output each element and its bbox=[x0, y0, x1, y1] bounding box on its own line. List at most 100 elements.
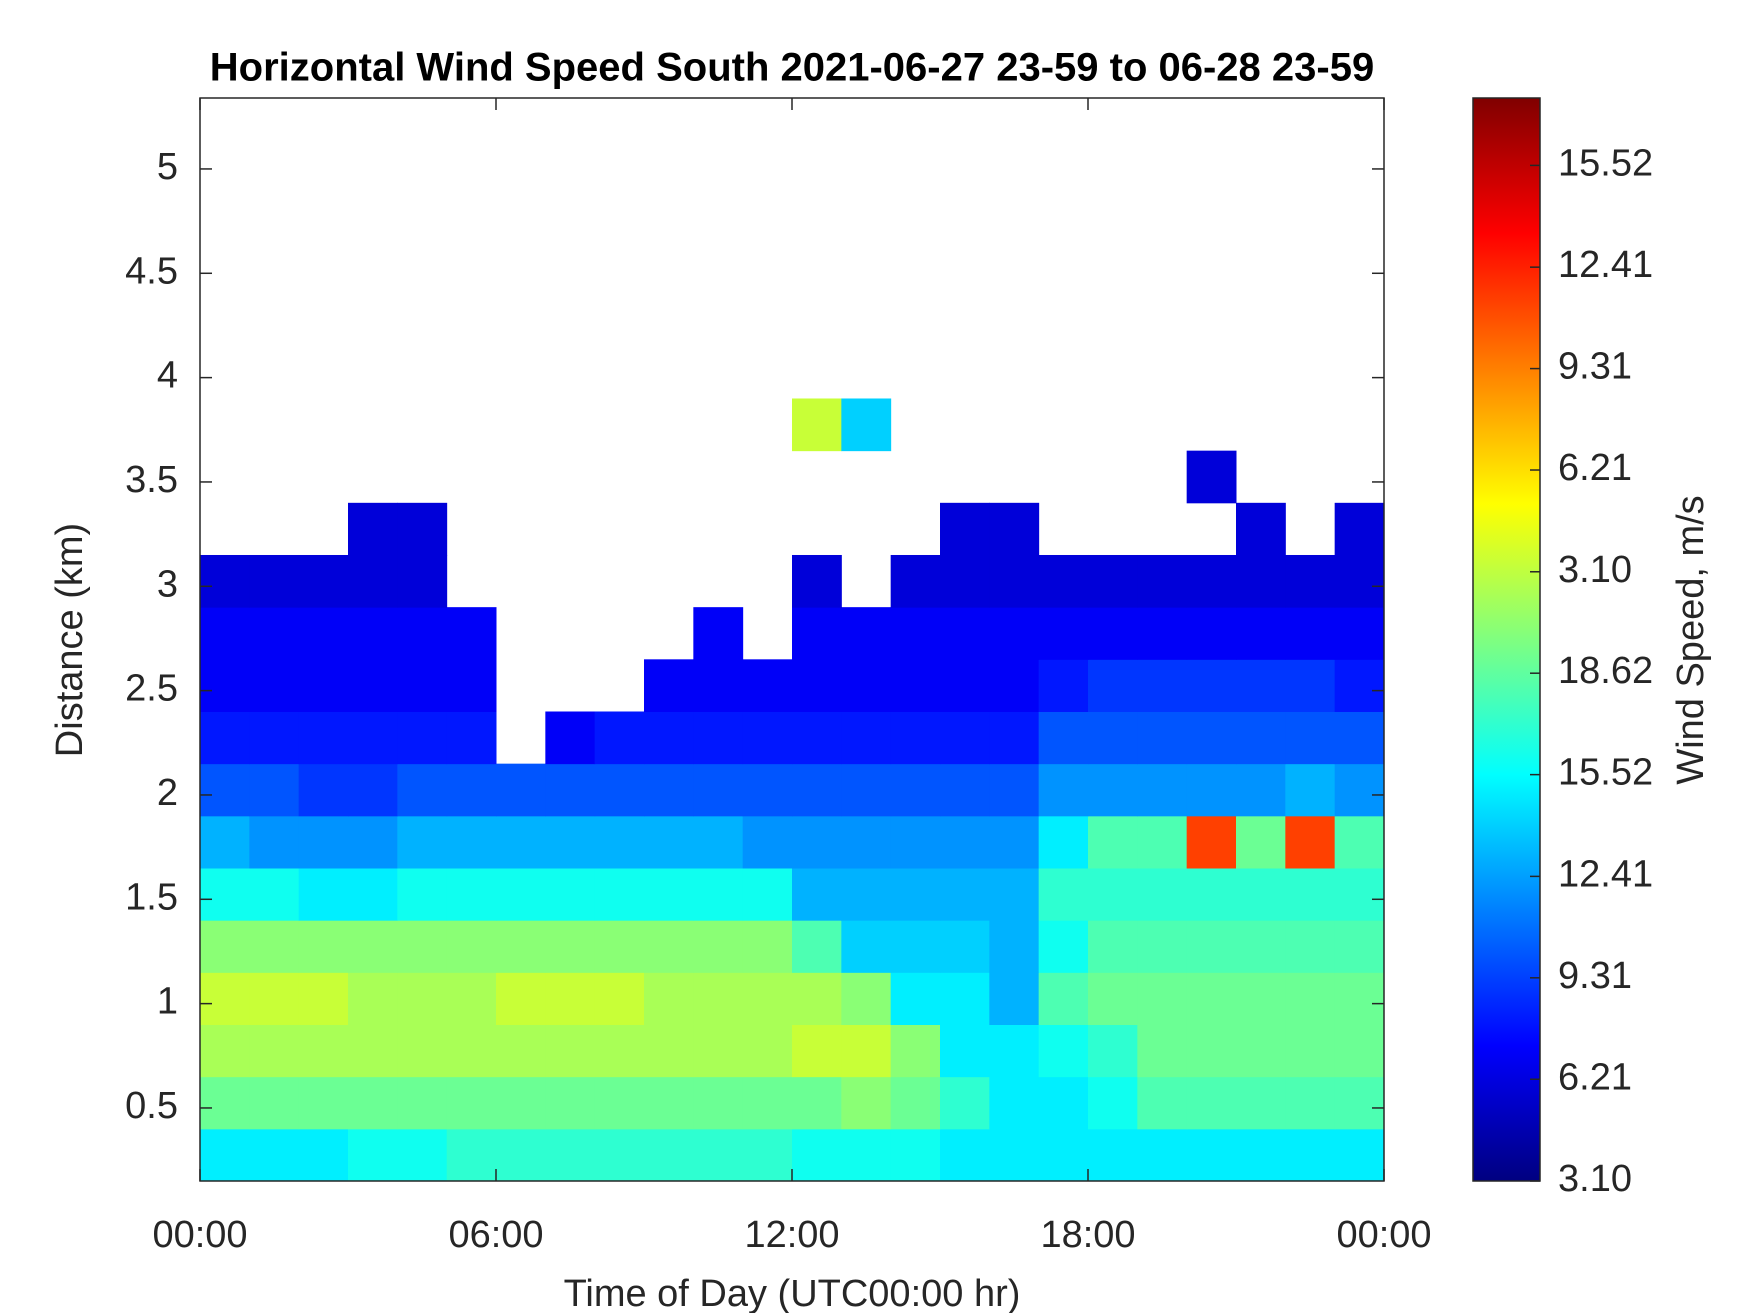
heat-cell bbox=[200, 1076, 250, 1130]
x-tick-label: 18:00 bbox=[1040, 1214, 1135, 1256]
heat-cell bbox=[792, 763, 842, 817]
heat-cell bbox=[841, 972, 892, 1025]
heat-cell bbox=[298, 972, 349, 1025]
heat-cell bbox=[693, 659, 744, 712]
heat-cell bbox=[594, 763, 645, 817]
heat-cell bbox=[1088, 711, 1138, 765]
heat-cell bbox=[1236, 1076, 1286, 1130]
heat-cell bbox=[792, 711, 842, 765]
heat-cell bbox=[940, 867, 990, 921]
heat-cell bbox=[792, 867, 842, 921]
heat-cell bbox=[545, 972, 596, 1025]
heat-cell bbox=[1186, 763, 1237, 817]
heat-cell bbox=[200, 867, 250, 921]
heat-cell bbox=[298, 815, 349, 869]
heat-cell bbox=[298, 920, 349, 973]
heat-cell bbox=[1186, 1024, 1237, 1078]
heat-cell bbox=[446, 1128, 497, 1182]
heat-cell bbox=[1038, 1024, 1089, 1078]
heat-cell bbox=[1334, 1128, 1385, 1182]
heat-cell bbox=[200, 972, 250, 1025]
heat-cell bbox=[940, 659, 990, 712]
heat-cell bbox=[1285, 607, 1336, 660]
heat-cell bbox=[496, 1024, 546, 1078]
heat-cell bbox=[742, 972, 793, 1025]
heat-cell bbox=[348, 920, 398, 973]
heat-cell bbox=[298, 867, 349, 921]
heat-cell bbox=[249, 1076, 300, 1130]
heat-cell bbox=[1088, 972, 1138, 1025]
chart-title: Horizontal Wind Speed South 2021-06-27 2… bbox=[210, 46, 1374, 90]
heat-cell bbox=[348, 763, 398, 817]
heat-cell bbox=[200, 815, 250, 869]
heat-cell bbox=[1137, 1024, 1188, 1078]
heat-cell bbox=[496, 867, 546, 921]
y-tick-label: 4 bbox=[157, 355, 178, 397]
heat-cell bbox=[594, 1024, 645, 1078]
heat-cell bbox=[792, 607, 842, 660]
heat-cell bbox=[298, 554, 349, 608]
heat-cell bbox=[1236, 502, 1286, 556]
heat-cell bbox=[693, 1024, 744, 1078]
heat-cell bbox=[940, 1128, 990, 1182]
heat-cell bbox=[644, 1128, 694, 1182]
heat-cell bbox=[1285, 1128, 1336, 1182]
heat-cell bbox=[1038, 1128, 1089, 1182]
y-tick-label: 1.5 bbox=[125, 876, 178, 918]
heat-cell bbox=[1236, 1128, 1286, 1182]
heat-cell bbox=[644, 763, 694, 817]
heat-cell bbox=[742, 920, 793, 973]
heat-cell bbox=[890, 607, 941, 660]
heat-cell bbox=[841, 711, 892, 765]
y-tick-label: 1 bbox=[157, 981, 178, 1023]
heat-cell bbox=[1236, 920, 1286, 973]
colorbar-tick-label: 9.31 bbox=[1558, 346, 1632, 388]
heat-cell bbox=[1088, 920, 1138, 973]
heat-cell bbox=[348, 1024, 398, 1078]
heat-cell bbox=[1285, 763, 1336, 817]
heat-cell bbox=[940, 815, 990, 869]
heat-cell bbox=[1186, 815, 1237, 869]
heat-cell bbox=[693, 1128, 744, 1182]
heat-cell bbox=[1186, 1076, 1237, 1130]
heat-cell bbox=[1334, 1076, 1385, 1130]
heat-cell bbox=[348, 972, 398, 1025]
heat-cell bbox=[792, 554, 842, 608]
x-tick-label: 12:00 bbox=[744, 1214, 839, 1256]
heat-cell bbox=[989, 1024, 1040, 1078]
heat-cell bbox=[792, 398, 842, 452]
x-tick-label: 00:00 bbox=[152, 1214, 247, 1256]
heat-cell bbox=[742, 815, 793, 869]
heat-cell bbox=[1186, 450, 1237, 504]
heat-cell bbox=[1334, 815, 1385, 869]
heat-cell bbox=[1334, 659, 1385, 712]
heat-cell bbox=[1038, 554, 1089, 608]
heat-cell bbox=[940, 554, 990, 608]
heat-cell bbox=[446, 815, 497, 869]
heat-cell bbox=[940, 972, 990, 1025]
heat-cell bbox=[792, 659, 842, 712]
heat-cell bbox=[841, 607, 892, 660]
heat-cell bbox=[594, 920, 645, 973]
heat-cell bbox=[249, 763, 300, 817]
colorbar-tick-label: 12.41 bbox=[1558, 853, 1653, 895]
heat-cell bbox=[1137, 711, 1188, 765]
heat-cell bbox=[841, 1076, 892, 1130]
heat-cell bbox=[348, 607, 398, 660]
heat-cell bbox=[1088, 1128, 1138, 1182]
heat-cell bbox=[989, 1128, 1040, 1182]
heat-cell bbox=[397, 972, 448, 1025]
heat-cell bbox=[446, 972, 497, 1025]
heat-cell bbox=[397, 607, 448, 660]
heat-cell bbox=[1137, 1076, 1188, 1130]
heat-cell bbox=[841, 815, 892, 869]
heat-cell bbox=[644, 815, 694, 869]
heat-cell bbox=[890, 1024, 941, 1078]
heat-cell bbox=[742, 763, 793, 817]
heat-cell bbox=[1285, 711, 1336, 765]
colorbar-label: Wind Speed, m/s bbox=[1670, 495, 1712, 784]
heat-cell bbox=[1137, 1128, 1188, 1182]
heat-cell bbox=[1088, 1076, 1138, 1130]
heat-cell bbox=[644, 972, 694, 1025]
heat-cell bbox=[496, 920, 546, 973]
